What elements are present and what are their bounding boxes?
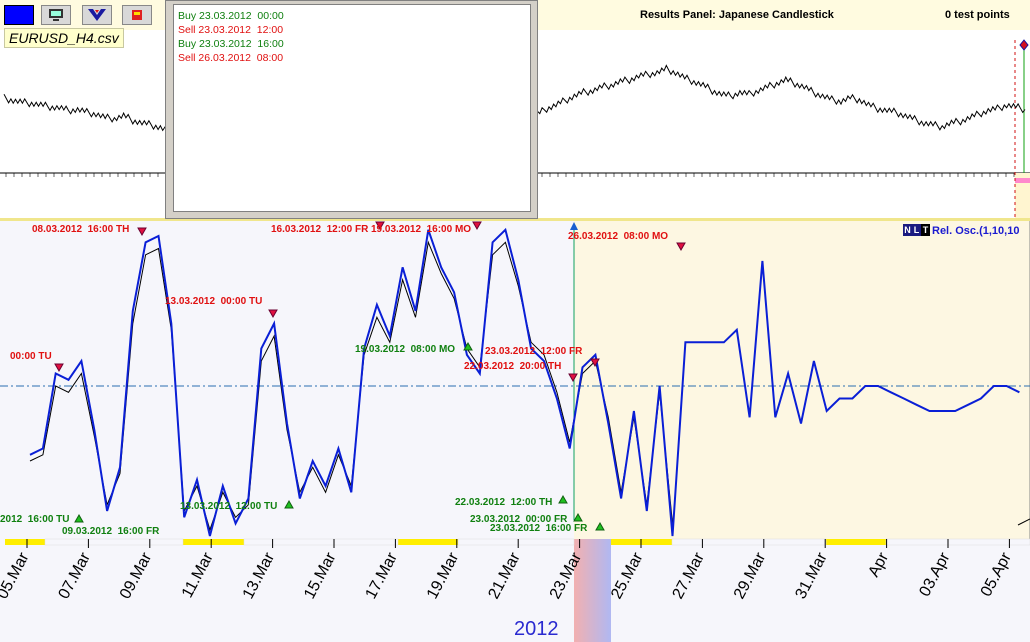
results-panel-title: Results Panel: Japanese Candlestick	[640, 9, 834, 21]
annotation-sell: 23.03.2012 12:00 FR	[485, 346, 583, 357]
red-flag-icon[interactable]	[122, 5, 152, 25]
annotation-sell: 19.03.2012 16:00 MO	[371, 224, 472, 235]
signal-entry[interactable]: Buy 23.03.2012 00:00	[178, 10, 284, 22]
buy-arrow-icon	[573, 512, 583, 522]
test-points-count: 0 test points	[945, 9, 1010, 21]
indicator-label: Rel. Osc.(1,10,10	[932, 225, 1020, 237]
monitor-icon[interactable]	[41, 5, 71, 25]
buy-arrow-icon	[595, 521, 605, 531]
week-bar	[398, 539, 458, 545]
annotation-buy: 09.03.2012 16:00 FR	[62, 526, 160, 537]
week-gap	[885, 538, 1030, 546]
week-gap	[44, 538, 184, 546]
buy-arrow-icon	[74, 513, 84, 523]
annotation-buy: 23.03.2012 16:00 FR	[490, 523, 588, 534]
signals-list[interactable]: Buy 23.03.2012 00:00 Sell 23.03.2012 12:…	[173, 4, 531, 212]
annotation-buy: 23.03.2012 00:00 FR	[470, 514, 568, 525]
annotation-sell: 26.03.2012 08:00 MO	[568, 231, 669, 242]
annotation-sell: 16.03.2012 12:00 FR	[271, 224, 369, 235]
week-gap	[671, 538, 827, 546]
sell-arrow-icon	[590, 358, 600, 368]
buy-arrow-icon	[463, 341, 473, 351]
annotation-sell: 13.03.2012 00:00 TU	[165, 296, 263, 307]
annotation-sell: 08.03.2012 16:00 TH	[32, 224, 130, 235]
week-gap	[243, 538, 399, 546]
signal-entry[interactable]: Buy 23.03.2012 16:00	[178, 38, 284, 50]
buy-arrow-icon	[284, 499, 294, 509]
nlt-box-n[interactable]: N	[903, 224, 912, 236]
v-logo-icon[interactable]	[82, 5, 112, 25]
buy-arrow-icon	[558, 494, 568, 504]
sell-arrow-icon	[676, 242, 686, 252]
nlt-box-t[interactable]: T	[921, 224, 930, 236]
sell-arrow-icon	[568, 373, 578, 383]
blue-square-button-icon[interactable]	[4, 5, 34, 25]
week-gap	[457, 538, 575, 546]
signals-popup[interactable]: Buy 23.03.2012 00:00 Sell 23.03.2012 12:…	[165, 0, 538, 219]
annotation-buy: 22.03.2012 12:00 TH	[455, 497, 553, 508]
week-bar	[183, 539, 244, 545]
sell-arrow-icon	[375, 221, 385, 231]
annotation-buy: 2012 16:00 TU	[0, 514, 70, 525]
week-bar	[826, 539, 886, 545]
signal-entry[interactable]: Sell 23.03.2012 12:00	[178, 24, 284, 36]
sell-arrow-icon	[137, 227, 147, 237]
year-label: 2012	[514, 618, 559, 640]
annotation-sell: 22.03.2012 20:00 TH	[464, 361, 562, 372]
sell-arrow-icon	[54, 363, 64, 373]
signal-entry[interactable]: Sell 26.03.2012 08:00	[178, 52, 284, 64]
file-name-label: EURUSD_H4.csv	[4, 28, 124, 48]
annotation-buy: 19.03.2012 08:00 MO	[355, 344, 456, 355]
sell-arrow-icon	[472, 221, 482, 231]
oscillator-line	[29, 227, 1020, 537]
annotation-buy: 13.03.2012 12:00 TU	[180, 501, 278, 512]
week-bar	[5, 539, 45, 545]
sell-arrow-icon	[268, 309, 278, 319]
nlt-box-l[interactable]: L	[912, 224, 921, 236]
annotation-sell: 00:00 TU	[10, 351, 52, 362]
